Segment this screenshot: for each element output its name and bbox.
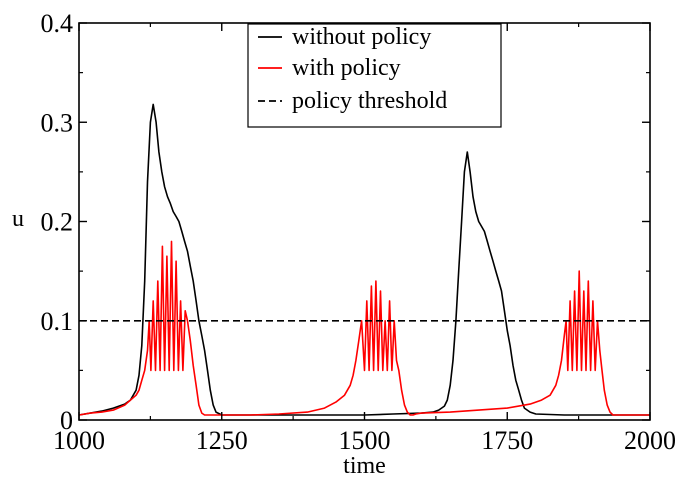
- y-tick-label: 0.3: [41, 108, 74, 137]
- legend-label-with-policy: with policy: [292, 55, 401, 81]
- x-tick-label: 1000: [53, 426, 105, 455]
- ticks-layer: 1000 1250 1500 1750 2000 0 0.1 0.2 0.3 0.4: [41, 9, 677, 455]
- x-tick-label: 1250: [196, 426, 248, 455]
- legend-box: [247, 23, 502, 128]
- series-line-without-policy: [78, 103, 650, 416]
- series-layer: [78, 103, 650, 416]
- y-tick-label: 0: [60, 406, 73, 435]
- series-line-with-policy: [78, 240, 650, 416]
- x-tick-label: 1500: [339, 426, 391, 455]
- x-axis-label: time: [343, 453, 386, 478]
- x-tick-label: 2000: [624, 426, 676, 455]
- y-tick-label: 0.1: [41, 307, 74, 336]
- legend-label-policy-threshold: policy threshold: [292, 88, 447, 114]
- legend: without policy with policy policy threshol…: [247, 23, 502, 128]
- legend-label-without-policy: without policy: [292, 24, 431, 50]
- x-tick-label: 1750: [481, 426, 533, 455]
- y-tick-label: 0.4: [41, 9, 74, 38]
- y-axis-label: u: [12, 206, 24, 232]
- y-tick-label: 0.2: [41, 208, 74, 237]
